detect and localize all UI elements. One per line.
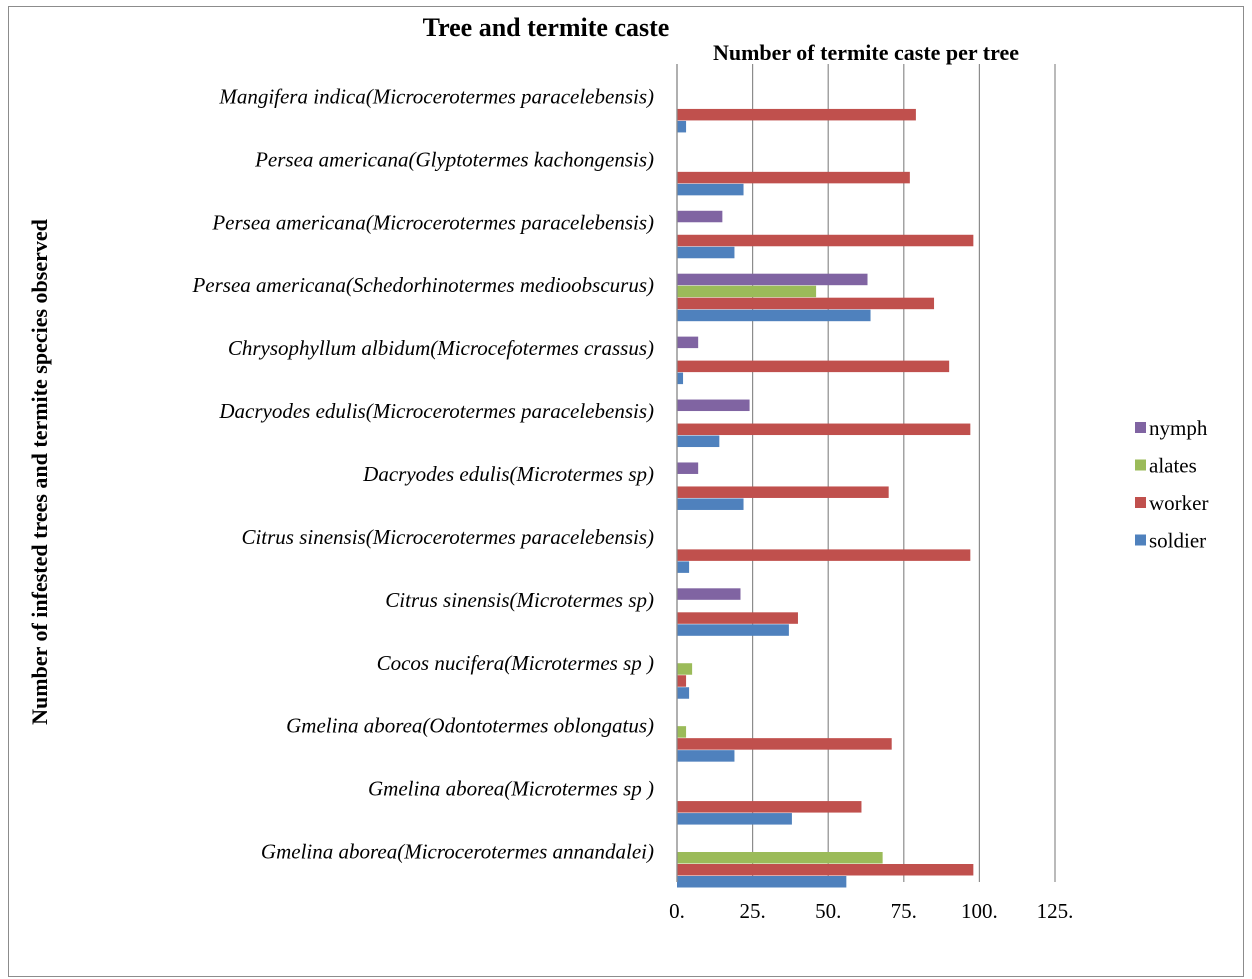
legend-swatch-alates	[1135, 459, 1146, 471]
category-labels: Gmelina aborea(Microcerotermes annandale…	[191, 84, 654, 863]
bar-nymph	[677, 210, 723, 223]
bar-worker	[677, 801, 862, 813]
y-axis-title: Number of infested trees and termite spe…	[27, 219, 52, 725]
category-label: Citrus sinensis(Microcerotermes paracele…	[241, 525, 654, 549]
category-label: Dacryodes edulis(Microtermes sp)	[362, 462, 654, 486]
bar-worker	[677, 549, 971, 561]
bar-nymph	[677, 399, 750, 412]
bar-soldier	[677, 876, 847, 888]
bar-soldier	[677, 372, 684, 385]
category-label: Citrus sinensis(Microtermes sp)	[385, 588, 654, 612]
legend-label-worker: worker	[1149, 491, 1208, 515]
legend-swatch-soldier	[1135, 534, 1146, 546]
category-label: Persea americana(Glyptotermes kachongens…	[254, 147, 654, 171]
bar-nymph	[677, 273, 868, 286]
x-tick-label: 125.	[1037, 899, 1074, 923]
category-label: Cocos nucifera(Microtermes sp )	[377, 651, 654, 675]
chart-title: Tree and termite caste	[423, 13, 670, 42]
bar-worker	[677, 423, 971, 436]
x-tick-label: 75.	[891, 899, 917, 923]
bar-alates	[677, 663, 693, 675]
category-label: Mangifera indica(Microcerotermes paracel…	[218, 84, 654, 108]
category-label: Gmelina aborea(Microcerotermes annandale…	[261, 840, 654, 864]
bar-worker	[677, 675, 687, 687]
bar-soldier	[677, 624, 789, 636]
bar-nymph	[677, 336, 699, 349]
bar-alates	[677, 852, 883, 864]
bar-worker	[677, 486, 889, 498]
x-tick-label: 25.	[739, 899, 765, 923]
legend-label-soldier: soldier	[1149, 529, 1206, 553]
category-label: Persea americana(Schedorhinotermes medio…	[191, 273, 654, 297]
bar-soldier	[677, 561, 690, 573]
category-label: Gmelina aborea(Odontotermes oblongatus)	[286, 714, 654, 738]
x-tick-label: 0.	[669, 899, 685, 923]
bar-nymph	[677, 462, 699, 474]
x-tick-label: 100.	[961, 899, 998, 923]
bar-worker	[677, 864, 974, 876]
x-tick-labels: 0. 25. 50. 75. 100. 125.	[669, 899, 1073, 923]
bar-soldier	[677, 120, 687, 133]
bar-soldier	[677, 687, 690, 699]
legend-label-alates: alates	[1149, 454, 1197, 478]
category-label: Dacryodes edulis(Microcerotermes paracel…	[218, 399, 654, 423]
bar-worker	[677, 738, 892, 750]
bar-soldier	[677, 750, 735, 762]
legend-swatch-worker	[1135, 497, 1146, 508]
legend-label-nymph: nymph	[1149, 416, 1208, 440]
bar-worker	[677, 612, 798, 624]
x-tick-label: 50.	[815, 899, 841, 923]
bar-worker	[677, 108, 916, 121]
bars	[676, 64, 974, 888]
bar-worker	[677, 360, 950, 373]
bar-soldier	[677, 183, 744, 196]
bar-worker	[677, 234, 974, 247]
bar-alates	[677, 285, 817, 298]
bar-soldier	[677, 435, 720, 448]
bar-soldier	[677, 246, 735, 259]
bar-worker	[677, 297, 935, 310]
bar-soldier	[677, 813, 792, 825]
legend: nymph alates worker soldier	[1135, 416, 1208, 553]
category-label: Persea americana(Microcerotermes paracel…	[211, 210, 654, 234]
chart-frame	[8, 6, 1244, 977]
bar-nymph	[677, 588, 741, 600]
bar-soldier	[677, 498, 744, 510]
legend-swatch-nymph	[1135, 422, 1146, 433]
bar-worker	[677, 171, 910, 184]
category-label: Gmelina aborea(Microtermes sp )	[368, 777, 654, 801]
bar-soldier	[677, 309, 871, 322]
bar-alates	[677, 726, 687, 738]
x-axis-title: Number of termite caste per tree	[713, 40, 1019, 65]
category-label: Chrysophyllum albidum(Microcefotermes cr…	[228, 336, 654, 360]
